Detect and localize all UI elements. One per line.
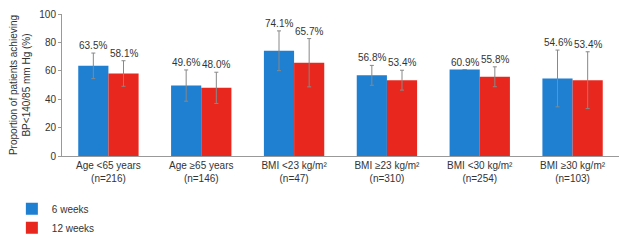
svg-text:60: 60 xyxy=(45,65,57,76)
svg-text:80: 80 xyxy=(45,37,57,48)
svg-text:60.9%: 60.9% xyxy=(451,57,479,68)
svg-text:6 weeks: 6 weeks xyxy=(52,204,89,215)
svg-text:63.5%: 63.5% xyxy=(79,40,107,51)
svg-text:BMI ≥23 kg/m²(n=310): BMI ≥23 kg/m²(n=310) xyxy=(354,160,420,184)
svg-text:BMI <23 kg/m²(n=47): BMI <23 kg/m²(n=47) xyxy=(261,160,327,184)
svg-text:56.8%: 56.8% xyxy=(358,52,386,63)
svg-text:12 weeks: 12 weeks xyxy=(52,223,94,234)
svg-text:20: 20 xyxy=(45,122,57,133)
svg-text:Age ≥65 years(n=146): Age ≥65 years(n=146) xyxy=(169,160,233,184)
svg-text:0: 0 xyxy=(50,151,56,162)
svg-text:54.6%: 54.6% xyxy=(544,37,572,48)
svg-text:53.4%: 53.4% xyxy=(574,39,602,50)
svg-text:BMI <30 kg/m²(n=254): BMI <30 kg/m²(n=254) xyxy=(447,160,513,184)
svg-text:55.8%: 55.8% xyxy=(481,54,509,65)
svg-text:65.7%: 65.7% xyxy=(295,26,323,37)
svg-text:100: 100 xyxy=(39,9,56,20)
svg-text:74.1%: 74.1% xyxy=(265,18,293,29)
svg-text:40: 40 xyxy=(45,94,57,105)
svg-text:49.6%: 49.6% xyxy=(172,57,200,68)
svg-text:BMI ≥30 kg/m²(n=103): BMI ≥30 kg/m²(n=103) xyxy=(540,160,606,184)
svg-text:53.4%: 53.4% xyxy=(388,57,416,68)
svg-text:58.1%: 58.1% xyxy=(110,48,138,59)
svg-text:48.0%: 48.0% xyxy=(202,59,230,70)
svg-text:Age <65 years(n=216): Age <65 years(n=216) xyxy=(76,160,141,184)
svg-text:Proportion of patients achievi: Proportion of patients achievingBP<140/8… xyxy=(8,15,32,155)
